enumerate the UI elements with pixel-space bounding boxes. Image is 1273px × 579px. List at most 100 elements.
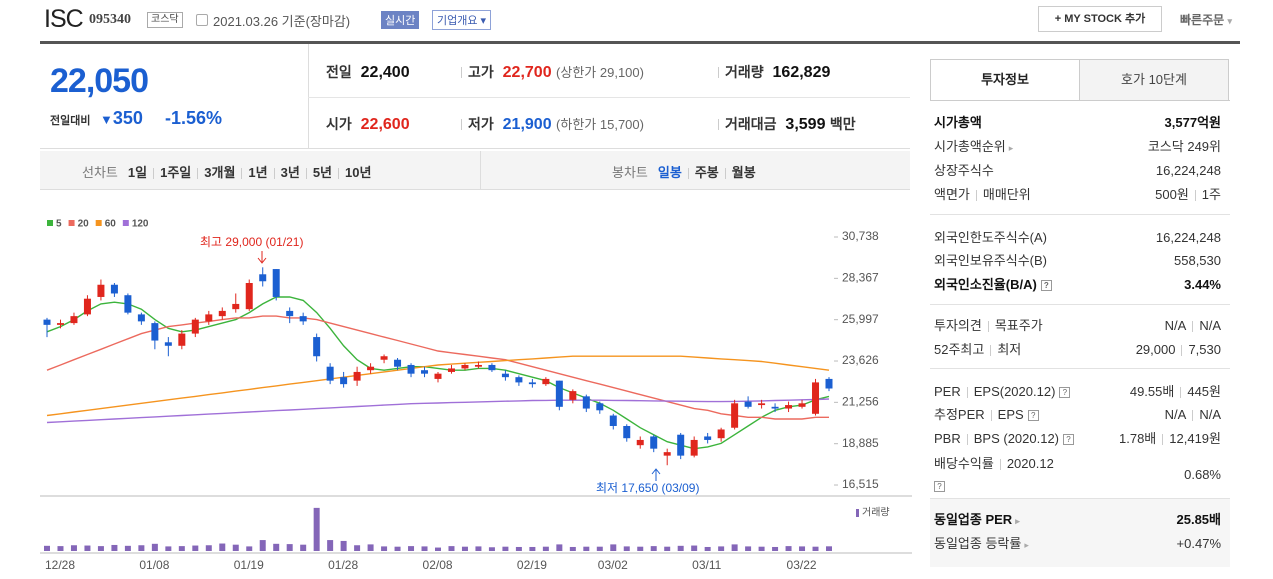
y-tick-label: 25,997 [842,312,879,326]
moving-average [46,296,830,450]
value: N/A [1199,407,1221,422]
period-tab[interactable]: 10년 [345,165,372,180]
change-label: 전일대비 [50,115,91,127]
tab-divider [480,151,481,189]
volume-bar [124,545,131,551]
volume-bar [583,546,590,551]
company-info-button[interactable]: 기업개요 ▾ [432,10,492,30]
label-link[interactable]: 동일업종 PER ▸ [934,512,1020,527]
change-rate: -1.56% [165,108,223,128]
candle-chart-tabs: 봉차트 일봉 주봉 월봉 [612,162,756,181]
period-tab[interactable]: 일봉 [657,165,682,180]
label: 시가총액순위 [934,139,1006,154]
candle-body [798,403,806,407]
candle-body [380,356,388,360]
period-tab[interactable]: 1일 [127,165,148,180]
invest-tab[interactable]: 투자정보 [930,59,1080,100]
period-tab[interactable]: 1년 [248,165,268,180]
label: 매매단위 [982,187,1031,202]
value: 162,829 [772,64,831,81]
y-tick-label: 23,626 [842,353,879,367]
info-row: 시가총액순위 ▸ 코스닥 249위 [934,136,1221,158]
candle-body [650,436,658,449]
info-row: 상장주식수 16,224,248 [934,160,1221,182]
note: (상한가 29,100) [556,65,644,80]
period-tab[interactable]: 3년 [280,165,300,180]
label: PBR [934,431,961,446]
value: N/A [1199,318,1221,333]
value: 558,530 [1174,253,1221,268]
candle-body [259,274,267,282]
volume-bar [637,546,644,551]
my-stock-button[interactable]: + MY STOCK 추가 [1038,6,1162,32]
value: 500원 [1155,187,1189,202]
candle-body [434,373,442,379]
candle-body [299,316,307,322]
label: 저가 [468,116,494,132]
volume-bar [205,545,212,551]
separator [687,168,689,180]
label: 추정PER [934,407,985,422]
legend-swatch [68,220,75,226]
period-tab[interactable]: 월봉 [731,165,756,180]
x-tick-label: 12/28 [45,558,75,572]
volume-bar [286,544,293,551]
volume-bar [70,545,77,551]
volume-bar [650,546,657,551]
period-tab[interactable]: 주봉 [694,165,719,180]
period-tab[interactable]: 3개월 [204,165,236,180]
candle-body [812,382,820,414]
line-chart-label: 선차트 [82,165,118,180]
volume-bar [772,546,779,551]
price-chart: 30,738 28,367 25,997 23,626 21,256 18,885 16,5… [40,219,912,572]
label: 외국인소진율(B/A) [934,277,1037,292]
candle-body [97,284,105,297]
label-link[interactable]: 시가총액순위 ▸ [934,139,1014,154]
current-price: 22,050 [50,62,149,100]
help-icon[interactable]: ? [1040,280,1052,292]
x-tick-label: 01/19 [234,558,264,572]
label: 최저 [997,342,1022,357]
legend-label: 120 [132,219,149,230]
moving-average [46,315,829,420]
candle-body [178,333,186,346]
candle-body [124,295,132,313]
label-link[interactable]: 동일업종 등락률 ▸ [934,536,1029,551]
volume-bar [542,546,549,551]
candle-body [528,382,536,385]
label: BPS (2020.12) [973,431,1060,446]
info-row: 외국인소진율(B/A)? 3.44% [934,274,1221,296]
help-icon[interactable]: ? [1063,434,1075,446]
volume-bar [529,546,536,551]
x-tick-label: 01/08 [139,558,169,572]
period-tab[interactable]: 1주일 [160,165,192,180]
candle-body [353,371,361,381]
volume-bar [488,547,495,551]
volume-bar [84,545,91,551]
info-row: 배당수익률 2020.12? 0.68% [934,453,1221,493]
volume-bar [812,546,819,551]
candle-body [232,303,240,310]
label: 상장주식수 [934,163,994,178]
quote-divider [308,148,910,149]
orderbook-tab[interactable]: 호가 10단계 [1079,59,1229,101]
y-tick-label: 28,367 [842,271,879,285]
volume-bar [219,543,226,551]
candle-body [326,366,334,381]
help-icon[interactable]: ? [1027,410,1039,422]
value: 16,224,248 [1155,230,1221,245]
volume-bar [731,544,738,551]
volume-bar [367,544,374,551]
help-icon[interactable]: ? [1059,387,1071,399]
quick-order-button[interactable]: 빠른주문 ▾ [1180,13,1233,27]
candle-body [421,370,429,374]
help-icon[interactable]: ? [934,481,945,493]
separator [724,168,726,180]
period-tab[interactable]: 5년 [312,165,333,180]
candle-body [663,452,671,456]
legend-swatch [47,220,53,226]
volume-bar [97,546,104,551]
realtime-button[interactable]: 실시간 [381,11,420,29]
quote-cell: 거래량 162,829 [712,62,830,82]
volume-bar [151,543,158,551]
